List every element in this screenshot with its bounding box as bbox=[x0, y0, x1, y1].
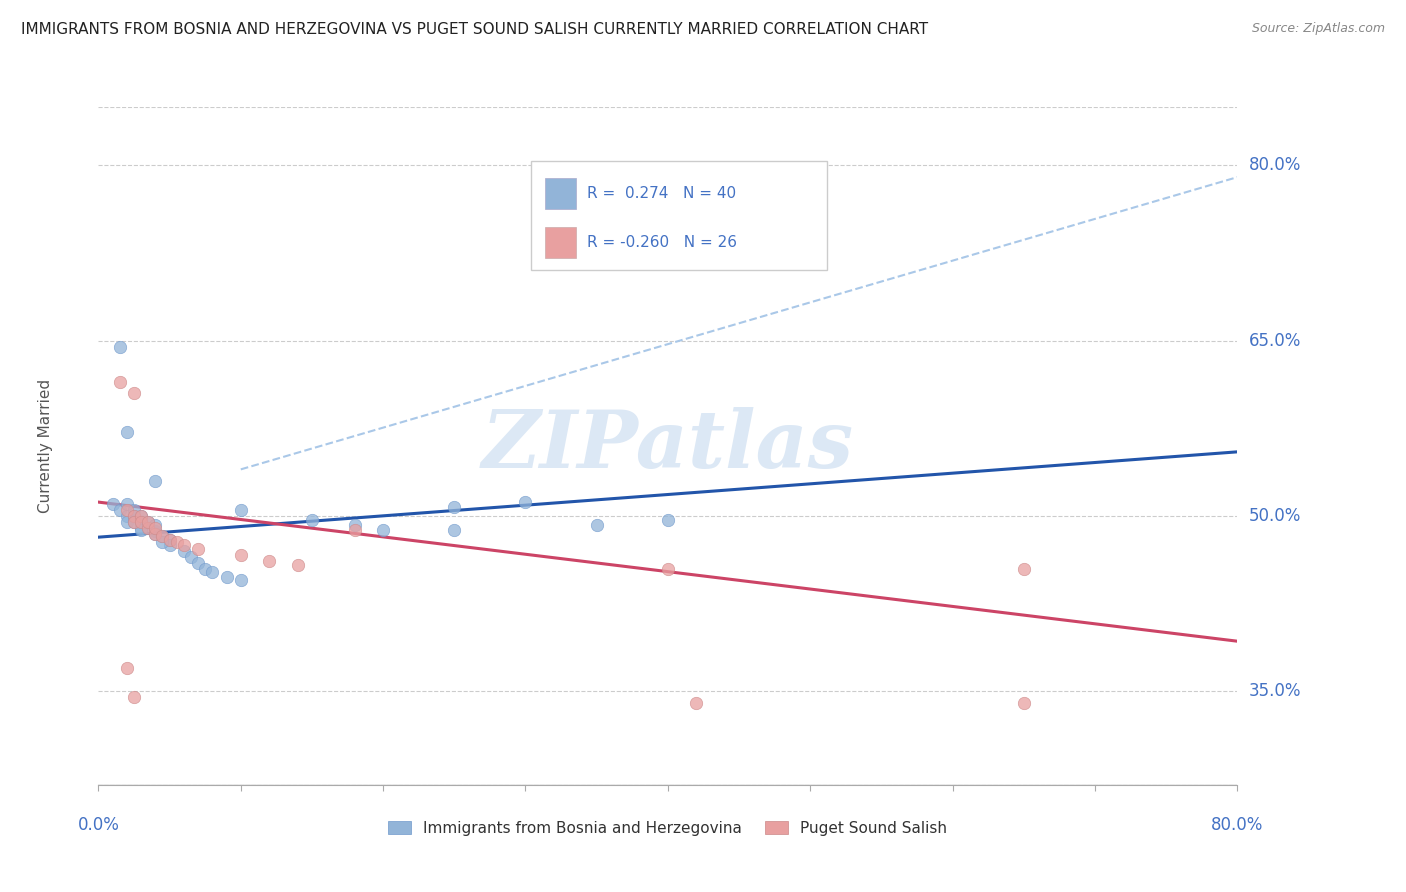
Point bbox=[136, 521, 159, 535]
Point bbox=[173, 544, 195, 558]
Point bbox=[122, 690, 145, 705]
Point bbox=[129, 523, 152, 537]
Point bbox=[585, 518, 607, 533]
Point bbox=[122, 509, 145, 524]
Point bbox=[180, 549, 202, 564]
Text: IMMIGRANTS FROM BOSNIA AND HERZEGOVINA VS PUGET SOUND SALISH CURRENTLY MARRIED C: IMMIGRANTS FROM BOSNIA AND HERZEGOVINA V… bbox=[21, 22, 928, 37]
Point bbox=[1012, 696, 1035, 710]
Point bbox=[159, 533, 181, 547]
Point bbox=[229, 503, 252, 517]
Text: ZIPatlas: ZIPatlas bbox=[482, 408, 853, 484]
Point bbox=[108, 503, 131, 517]
Point bbox=[122, 509, 145, 524]
Text: R =  0.274   N = 40: R = 0.274 N = 40 bbox=[588, 186, 737, 202]
Point bbox=[229, 574, 252, 588]
Point bbox=[115, 503, 138, 517]
Point bbox=[136, 515, 159, 529]
Text: Currently Married: Currently Married bbox=[38, 379, 53, 513]
Point bbox=[173, 538, 195, 552]
Point bbox=[129, 515, 152, 529]
Point bbox=[201, 566, 224, 580]
Point bbox=[122, 515, 145, 529]
Point bbox=[373, 523, 395, 537]
Point bbox=[215, 570, 238, 584]
Point bbox=[259, 553, 281, 567]
Point bbox=[122, 503, 145, 517]
Point bbox=[187, 556, 209, 570]
Point bbox=[443, 523, 465, 537]
Point bbox=[136, 521, 159, 535]
Text: 0.0%: 0.0% bbox=[77, 815, 120, 833]
Point bbox=[301, 513, 323, 527]
Text: Source: ZipAtlas.com: Source: ZipAtlas.com bbox=[1251, 22, 1385, 36]
Text: 80.0%: 80.0% bbox=[1249, 156, 1301, 175]
Point bbox=[159, 538, 181, 552]
Point bbox=[152, 529, 174, 543]
Point bbox=[287, 558, 309, 573]
Point bbox=[129, 509, 152, 524]
Point bbox=[187, 541, 209, 556]
Point bbox=[145, 474, 167, 488]
Point bbox=[343, 523, 366, 537]
Point bbox=[122, 515, 145, 529]
Point bbox=[108, 375, 131, 389]
Point bbox=[152, 529, 174, 543]
Point bbox=[136, 515, 159, 529]
Point bbox=[194, 562, 217, 576]
Point bbox=[159, 533, 181, 547]
Point bbox=[145, 526, 167, 541]
Point bbox=[115, 498, 138, 512]
Point bbox=[657, 562, 679, 576]
Point bbox=[129, 509, 152, 524]
Point bbox=[115, 509, 138, 524]
Point bbox=[129, 515, 152, 529]
Point bbox=[685, 696, 707, 710]
Point bbox=[443, 500, 465, 514]
Point bbox=[145, 518, 167, 533]
Text: 50.0%: 50.0% bbox=[1249, 508, 1301, 525]
Point bbox=[1012, 562, 1035, 576]
Point bbox=[229, 548, 252, 562]
Point bbox=[108, 340, 131, 354]
Point bbox=[152, 534, 174, 549]
Point bbox=[129, 521, 152, 535]
Legend: Immigrants from Bosnia and Herzegovina, Puget Sound Salish: Immigrants from Bosnia and Herzegovina, … bbox=[382, 814, 953, 842]
Point bbox=[343, 518, 366, 533]
Point bbox=[122, 386, 145, 401]
Point bbox=[515, 495, 537, 509]
Point bbox=[145, 524, 167, 539]
Text: 65.0%: 65.0% bbox=[1249, 332, 1301, 350]
Text: R = -0.260   N = 26: R = -0.260 N = 26 bbox=[588, 235, 737, 250]
Point bbox=[115, 425, 138, 439]
Point bbox=[657, 513, 679, 527]
Point bbox=[166, 534, 188, 549]
Point bbox=[115, 515, 138, 529]
Point bbox=[115, 661, 138, 675]
Point bbox=[145, 521, 167, 535]
Point bbox=[145, 526, 167, 541]
Text: 35.0%: 35.0% bbox=[1249, 682, 1301, 700]
Text: 80.0%: 80.0% bbox=[1211, 815, 1264, 833]
Point bbox=[101, 498, 124, 512]
